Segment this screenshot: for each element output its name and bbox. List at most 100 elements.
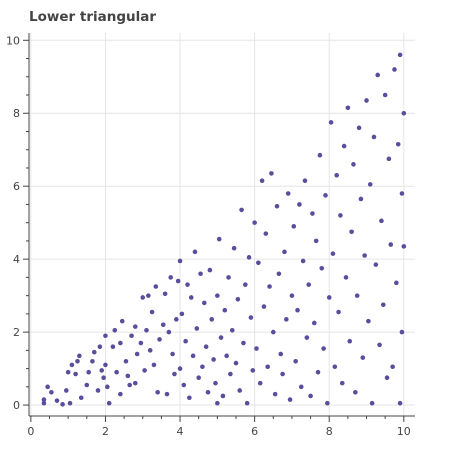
scatter-point	[162, 291, 168, 297]
scatter-point	[207, 267, 213, 273]
scatter-point	[84, 382, 90, 388]
scatter-point	[313, 238, 319, 244]
scatter-point	[397, 400, 403, 406]
scatter-point	[302, 178, 308, 184]
scatter-point	[112, 327, 118, 333]
y-tick-label: 6	[13, 180, 20, 193]
scatter-point	[360, 355, 366, 360]
scatter-point	[198, 271, 203, 277]
scatter-point	[166, 329, 172, 335]
scatter-point	[325, 400, 330, 406]
scatter-point	[110, 344, 116, 349]
scatter-point	[146, 293, 151, 298]
scatter-point	[401, 244, 407, 249]
scatter-point	[338, 213, 343, 218]
scatter-point	[179, 311, 185, 317]
scatter-point	[395, 141, 401, 147]
scatter-point	[181, 382, 187, 388]
scatter-point	[354, 293, 360, 298]
scatter-point	[222, 307, 228, 313]
y-tick-label: 8	[13, 107, 20, 120]
scatter-point	[259, 178, 265, 184]
scatter-point	[127, 382, 132, 388]
scatter-point	[188, 295, 194, 300]
scatter-point	[218, 335, 224, 340]
x-tick-label: 6	[251, 425, 258, 438]
scatter-point	[241, 340, 246, 346]
scatter-point	[209, 317, 215, 322]
scatter-point	[237, 388, 243, 393]
scatter-point	[75, 358, 80, 364]
scatter-point	[295, 307, 300, 313]
scatter-point	[132, 380, 138, 386]
scatter-point	[401, 110, 407, 116]
x-tick-label: 2	[102, 425, 109, 438]
scatter-point	[216, 236, 222, 242]
scatter-point	[60, 402, 65, 407]
scatter-point	[339, 380, 345, 386]
scatter-point	[321, 346, 326, 351]
scatter-point	[201, 300, 207, 306]
scatter-point	[229, 327, 235, 333]
scatter-point	[45, 384, 50, 390]
scatter-point	[390, 364, 395, 370]
scatter-point	[103, 362, 108, 368]
scatter-point	[160, 322, 166, 328]
scatter-point	[257, 380, 263, 386]
scatter-point	[168, 275, 174, 280]
scatter-point	[138, 340, 144, 346]
scatter-point	[41, 400, 47, 406]
y-tick-label: 0	[13, 399, 20, 412]
scatter-point	[105, 384, 110, 390]
grid-lines	[29, 33, 415, 416]
scatter-point	[278, 351, 284, 357]
scatter-point	[211, 357, 216, 362]
scatter-point	[349, 229, 354, 235]
scatter-point	[153, 284, 159, 289]
scatter-point	[265, 364, 270, 370]
scatter-point	[362, 253, 367, 258]
scatter-point	[256, 260, 261, 266]
scatter-point	[356, 125, 362, 131]
scatter-point	[326, 295, 332, 300]
scatter-point	[119, 318, 125, 324]
scatter-point	[367, 182, 373, 187]
scatter-point	[291, 224, 297, 229]
scatter-point	[101, 375, 106, 381]
scatter-point	[183, 338, 188, 344]
scatter-point	[215, 293, 220, 298]
data-points	[41, 52, 407, 407]
scatter-point	[41, 397, 47, 402]
scatter-point	[379, 218, 384, 224]
scatter-point	[239, 207, 244, 213]
scatter-point	[164, 391, 170, 397]
scatter-point	[123, 358, 129, 364]
scatter-point	[228, 371, 233, 377]
scatter-point	[243, 282, 248, 287]
scatter-point	[310, 211, 315, 216]
scatter-point	[312, 320, 317, 326]
scatter-point	[274, 203, 280, 209]
scatter-point	[300, 258, 306, 264]
scatter-point	[287, 397, 293, 402]
scatter-point	[142, 368, 147, 373]
scatter-point	[200, 364, 205, 370]
scatter-point	[289, 293, 295, 298]
scatter-point	[90, 358, 95, 364]
scatter-point	[151, 362, 157, 368]
scatter-point	[369, 400, 375, 406]
scatter-point	[86, 369, 91, 375]
scatter-point	[293, 358, 298, 364]
y-tick-label: 10	[6, 34, 20, 47]
scatter-point	[263, 231, 269, 236]
scatter-point	[330, 251, 336, 256]
scatter-point	[397, 52, 403, 58]
scatter-point	[284, 317, 289, 322]
scatter-point	[308, 393, 313, 399]
scatter-point	[246, 255, 252, 260]
scatter-point	[388, 242, 394, 247]
scatter-point	[140, 295, 146, 300]
scatter-point	[252, 220, 257, 225]
scatter-point	[233, 360, 239, 366]
scatter-point	[345, 105, 351, 111]
